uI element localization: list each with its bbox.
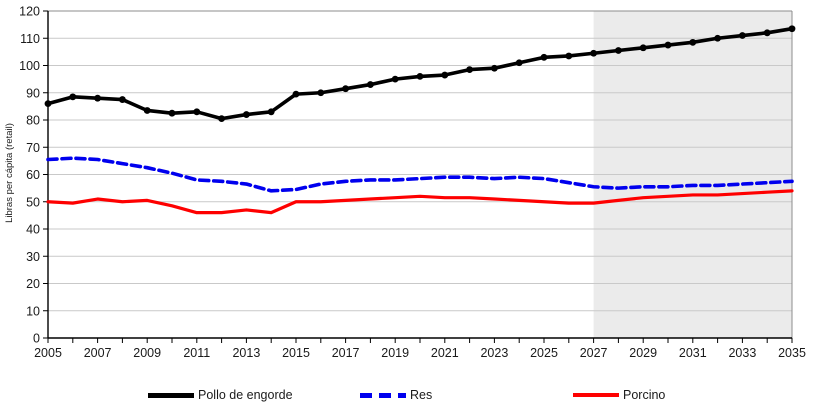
- y-tick-label: 90: [26, 86, 40, 100]
- x-tick-label: 2027: [580, 346, 608, 360]
- x-tick-label: 2033: [728, 346, 756, 360]
- x-tick-label: 2009: [133, 346, 161, 360]
- x-tick-label: 2015: [282, 346, 310, 360]
- chart-canvas: 0 10 20 30 40 50 60 70 80 90 100 110 120 2005 2007 2009…: [19, 5, 806, 361]
- y-tick-label: 110: [20, 32, 40, 46]
- series-line-1: [46, 156, 794, 193]
- y-axis: 0 10 20 30 40 50 60 70 80 90 100 110 120: [19, 5, 49, 346]
- y-tick-label: 30: [26, 250, 40, 264]
- series-markers-0: [44, 25, 796, 123]
- gridlines: [48, 10, 792, 312]
- x-tick-label: 2025: [530, 346, 558, 360]
- legend: Pollo de engorde Res Porcino: [0, 382, 820, 408]
- x-tick-label: 2013: [232, 346, 260, 360]
- legend-label-porcino: Porcino: [623, 388, 666, 402]
- legend-item-pollo: Pollo de engorde: [148, 384, 293, 406]
- res-line-swatch: [360, 392, 406, 398]
- x-tick-label: 2005: [34, 346, 62, 360]
- pollo-line-swatch: [148, 392, 194, 398]
- legend-label-pollo: Pollo de engorde: [198, 388, 293, 402]
- legend-item-res: Res: [360, 384, 432, 406]
- y-tick-label: 20: [26, 277, 40, 291]
- x-tick-label: 2017: [332, 346, 360, 360]
- y-tick-label: 0: [33, 332, 40, 346]
- y-tick-label: 120: [19, 5, 40, 19]
- x-tick-label: 2029: [629, 346, 657, 360]
- x-tick-label: 2021: [431, 346, 459, 360]
- y-tick-label: 40: [26, 223, 40, 237]
- y-tick-label: 60: [26, 168, 40, 182]
- x-axis: 2005 2007 2009 2011 2013 2015 2017 2019 2021 2023…: [34, 337, 806, 360]
- y-tick-label: 10: [26, 304, 40, 318]
- y-tick-label: 80: [26, 114, 40, 128]
- porcino-line-swatch: [573, 393, 619, 397]
- x-tick-label: 2035: [778, 346, 806, 360]
- y-tick-label: 70: [26, 141, 40, 155]
- x-tick-label: 2007: [84, 346, 112, 360]
- legend-label-res: Res: [410, 388, 433, 402]
- x-tick-label: 2011: [183, 346, 210, 360]
- x-tick-label: 2023: [480, 346, 508, 360]
- x-tick-label: 2031: [679, 346, 707, 360]
- legend-item-porcino: Porcino: [573, 384, 665, 406]
- y-tick-label: 100: [19, 59, 40, 73]
- y-axis-title: Libras per cápita (retail): [4, 123, 15, 223]
- y-tick-label: 50: [26, 195, 40, 209]
- x-tick-label: 2019: [381, 346, 409, 360]
- series-line-2: [46, 189, 794, 215]
